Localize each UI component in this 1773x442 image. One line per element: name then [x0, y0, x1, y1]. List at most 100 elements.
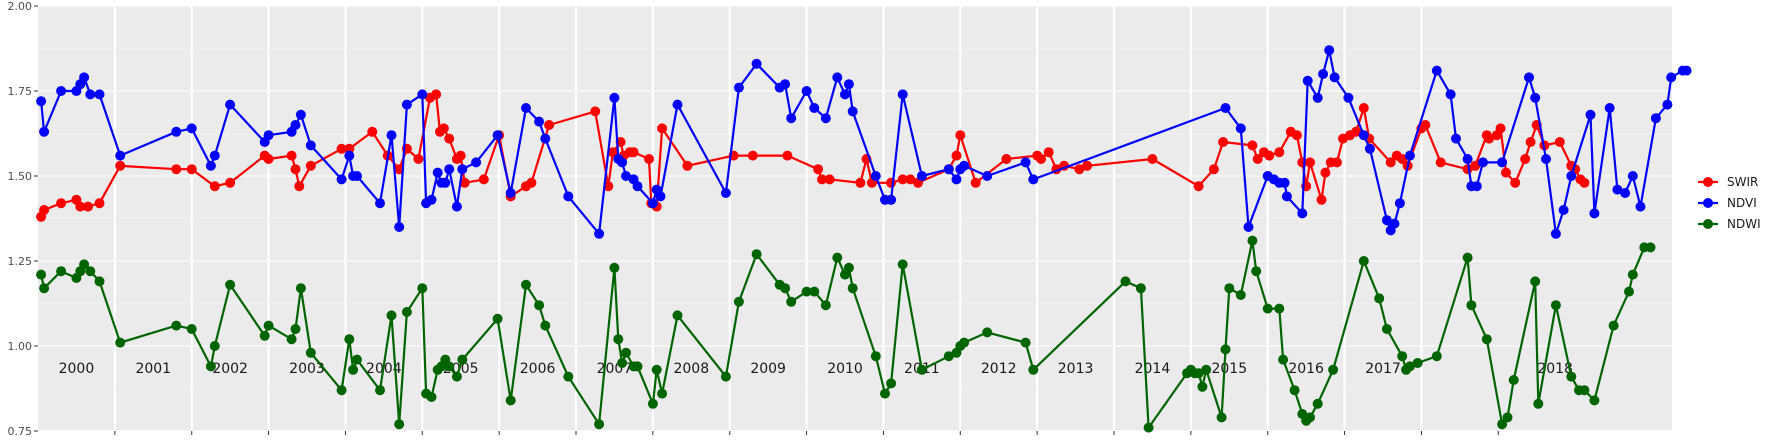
y-tick-label: 2.00 — [8, 0, 33, 13]
ndvi-point — [563, 191, 574, 202]
ndvi-point — [594, 228, 605, 239]
ndwi-point — [1466, 300, 1477, 311]
ndvi-point — [1650, 113, 1661, 124]
legend-label: NDWI — [1727, 217, 1761, 231]
ndwi-point — [594, 419, 605, 430]
ndvi-point — [1318, 69, 1329, 79]
legend-key-point — [1703, 219, 1713, 229]
ndwi-point — [1627, 269, 1638, 280]
ndwi-point — [186, 324, 197, 334]
ndwi-point — [1502, 412, 1513, 423]
ndwi-point — [847, 283, 858, 294]
ndwi-point — [79, 259, 90, 270]
y-tick-label: 1.25 — [8, 255, 33, 268]
swir-point — [1147, 154, 1158, 164]
year-label: 2001 — [135, 361, 171, 377]
ndwi-point — [386, 310, 397, 321]
ndvi-point — [352, 171, 362, 181]
ndvi-point — [982, 171, 993, 181]
ndwi-point — [720, 371, 731, 382]
ndwi-point — [1278, 354, 1289, 365]
ndvi-point — [263, 130, 274, 141]
ndvi-point — [1381, 215, 1392, 226]
swir-point — [1351, 126, 1362, 137]
swir-point — [905, 174, 916, 185]
year-label: 2017 — [1365, 361, 1401, 377]
ndvi-point — [1358, 130, 1369, 141]
ndvi-point — [621, 171, 631, 181]
ndvi-point — [1445, 89, 1456, 100]
legend-label: SWIR — [1727, 175, 1758, 189]
swir-point — [455, 150, 466, 161]
ndvi-point — [1389, 218, 1400, 229]
ndvi-point — [457, 164, 468, 175]
year-label: 2006 — [520, 361, 556, 377]
ndvi-point — [394, 222, 405, 232]
ndwi-point — [348, 364, 359, 375]
ndwi-point — [1216, 412, 1227, 423]
ndvi-point — [751, 58, 762, 69]
ndwi-point — [1220, 344, 1231, 355]
ndwi-point — [1358, 256, 1369, 266]
ndvi-point — [951, 174, 962, 185]
ndwi-point — [609, 262, 620, 273]
ndwi-point — [401, 307, 412, 317]
swir-point — [1274, 147, 1285, 158]
ndwi-point — [56, 266, 67, 277]
ndwi-point — [305, 347, 316, 358]
swir-point — [459, 177, 470, 188]
ndwi-point — [1120, 276, 1131, 287]
ndvi-point — [417, 89, 428, 100]
ndvi-point — [1477, 157, 1488, 168]
y-tick-label: 1.75 — [8, 85, 33, 98]
ndwi-point — [632, 361, 643, 372]
year-label: 2009 — [750, 361, 786, 377]
ndwi-point — [295, 283, 306, 294]
swir-point — [1193, 181, 1204, 192]
ndwi-point — [115, 337, 126, 348]
ndwi-point — [1197, 381, 1208, 392]
ndvi-point — [209, 150, 220, 161]
ndvi-point — [1028, 174, 1039, 185]
ndwi-point — [205, 361, 216, 372]
swir-point — [286, 150, 297, 161]
ndvi-point — [186, 123, 197, 134]
ndwi-point — [1624, 286, 1634, 297]
ndwi-point — [943, 351, 954, 362]
ndwi-point — [1235, 290, 1246, 300]
ndvi-point — [39, 126, 50, 137]
ndvi-point — [225, 99, 236, 110]
swir-point — [607, 147, 618, 158]
ndvi-point — [1558, 205, 1569, 215]
ndvi-point — [521, 103, 531, 113]
ndvi-point — [1681, 65, 1692, 76]
ndvi-point — [171, 126, 182, 137]
ndvi-point — [1312, 92, 1323, 103]
ndvi-point — [295, 109, 306, 120]
legend-label: NDVI — [1727, 196, 1757, 210]
ndwi-point — [1608, 320, 1619, 331]
ndwi-point — [1274, 303, 1285, 314]
ndvi-point — [36, 96, 47, 107]
swir-point — [39, 205, 50, 215]
ndvi-point — [1497, 157, 1508, 168]
ndvi-point — [1566, 171, 1577, 181]
ndwi-point — [959, 337, 970, 348]
ndvi-point — [1220, 103, 1231, 113]
ndvi-point — [375, 198, 385, 209]
swir-point — [186, 164, 197, 175]
ndvi-point — [1404, 150, 1415, 161]
ndwi-point — [1305, 412, 1315, 423]
ndvi-point — [1662, 99, 1673, 110]
year-label: 2015 — [1211, 361, 1247, 377]
ndwi-point — [259, 330, 270, 341]
swir-point — [1495, 123, 1506, 134]
ndvi-point — [647, 198, 658, 209]
ndwi-point — [225, 279, 236, 290]
swir-point — [1264, 150, 1275, 161]
ndvi-point — [720, 188, 731, 198]
swir-point — [209, 181, 220, 192]
ndwi-point — [1533, 398, 1544, 409]
ndvi-point — [786, 113, 797, 124]
ndwi-point — [1566, 371, 1577, 382]
